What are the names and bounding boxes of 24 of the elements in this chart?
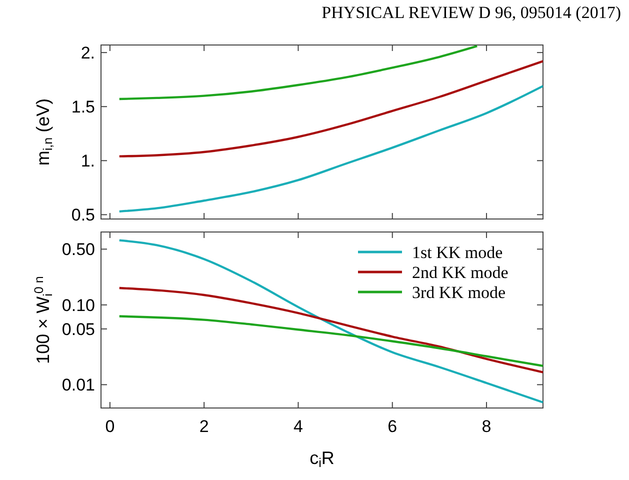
legend-label: 1st KK mode — [412, 243, 503, 262]
y-tick-label: 0.01 — [62, 376, 95, 395]
y-tick-label: 1.5 — [71, 98, 95, 117]
line-series — [118, 60, 543, 158]
x-axis-title: c$_{i}$R — [310, 448, 334, 470]
line-series — [118, 286, 543, 374]
line-series — [118, 45, 478, 100]
x-tick-label: 6 — [388, 417, 398, 436]
y-tick-label: 1. — [80, 152, 95, 171]
line-series — [118, 315, 543, 367]
legend-label: 3rd KK mode — [412, 283, 506, 302]
text: PHYSICAL REVIEW D 96, 095014 (2017) — [322, 3, 621, 22]
y-tick-label: 2. — [80, 44, 95, 63]
line-series — [118, 239, 543, 404]
y-tick-label: 0.50 — [62, 240, 95, 260]
x-tick-label: 0 — [105, 417, 115, 436]
y-tick-label: 0.05 — [62, 320, 95, 339]
x-tick-label: 4 — [293, 417, 303, 436]
x-tick-label: 2 — [199, 417, 209, 436]
y-tick-label: 0.5 — [71, 206, 95, 225]
y-tick-label: 0.10 — [62, 296, 95, 315]
line-series — [118, 84, 543, 213]
x-tick-label: 8 — [482, 417, 492, 436]
legend-label: 2nd KK mode — [412, 263, 508, 282]
